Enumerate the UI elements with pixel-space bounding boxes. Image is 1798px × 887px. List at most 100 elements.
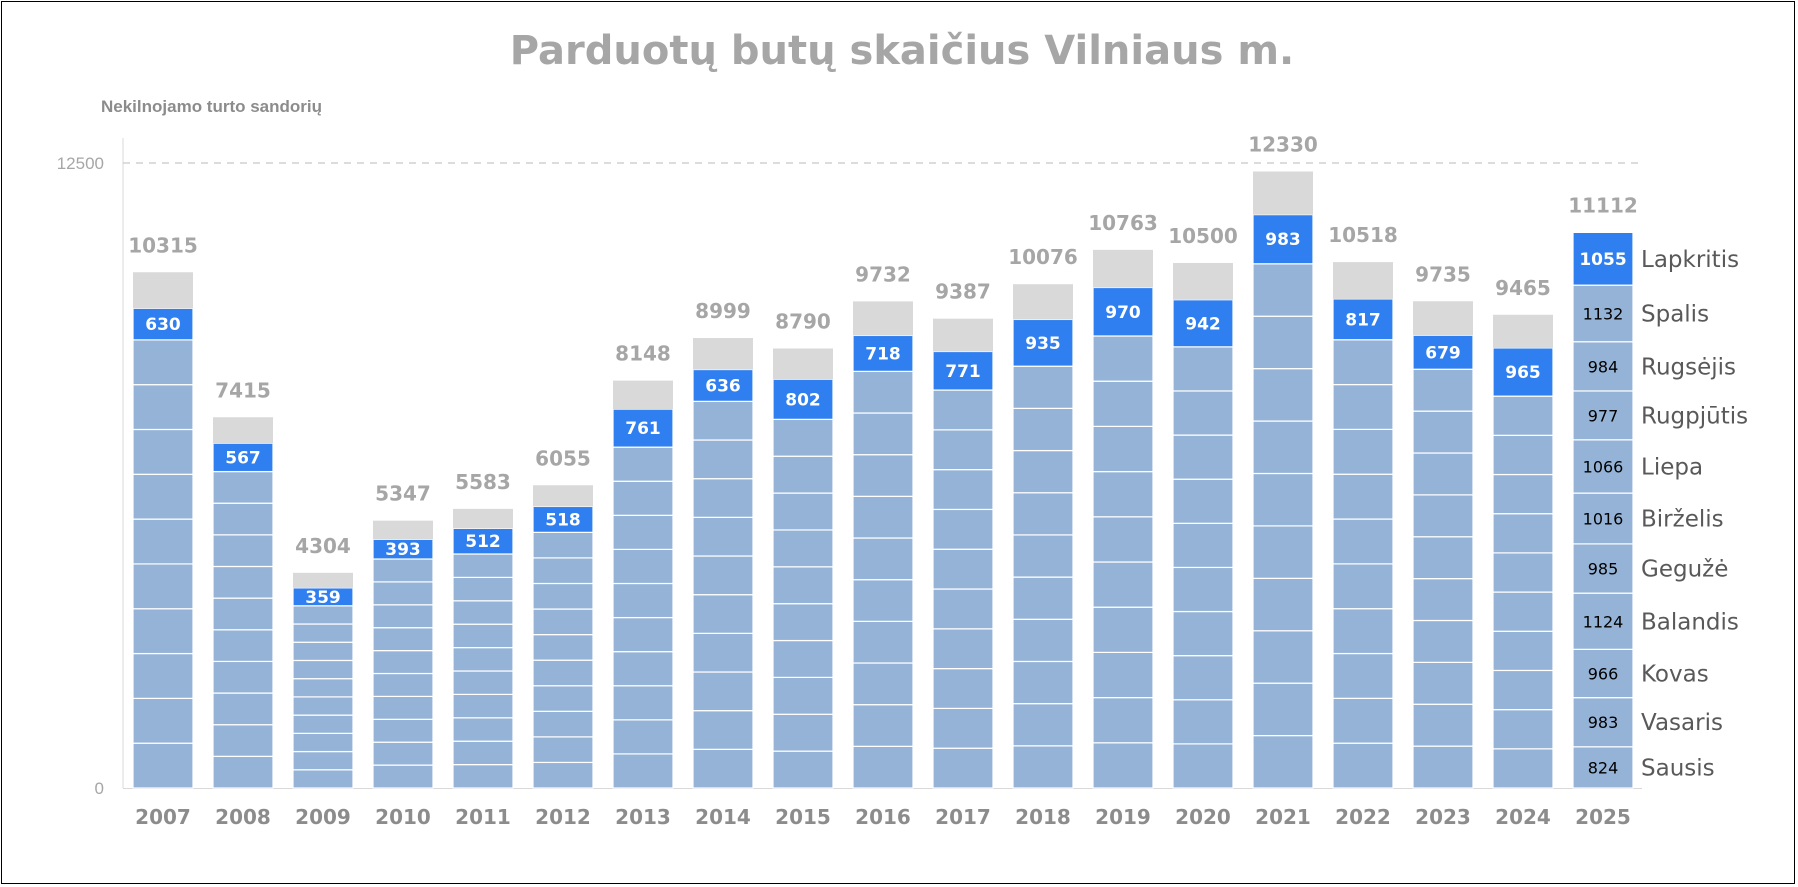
bar-segment <box>772 418 834 457</box>
month-name-label: Balandis <box>1641 609 1739 635</box>
bar-segment <box>1172 522 1234 569</box>
bar-segment <box>612 582 674 619</box>
bar-segment <box>532 685 594 712</box>
bar-segment <box>372 718 434 743</box>
bar-segment <box>452 600 514 625</box>
bar-segment <box>372 558 434 583</box>
highlight-value-label: 718 <box>865 344 901 364</box>
bar-segment <box>212 470 274 504</box>
bar-segment <box>1412 619 1474 663</box>
bar-segment <box>532 608 594 636</box>
bar-segment <box>612 548 674 585</box>
month-name-label: Vasaris <box>1641 710 1723 736</box>
bar-segment <box>1412 661 1474 705</box>
bar-segment <box>292 732 354 753</box>
bar-segment <box>772 566 834 605</box>
month-name-label: Sausis <box>1641 755 1715 781</box>
bar-total-label: 8148 <box>615 342 671 366</box>
bar-segment <box>1252 420 1314 475</box>
bar-segment <box>212 660 274 694</box>
bar-segment <box>132 697 194 744</box>
bar-segment <box>932 628 994 670</box>
highlight-value-label: 965 <box>1505 363 1541 383</box>
bar-segment <box>212 565 274 599</box>
bar-segment-highlight <box>452 527 514 555</box>
bar-segment <box>1332 428 1394 475</box>
x-tick-label: 2013 <box>615 805 671 829</box>
bars-layer <box>132 171 1634 789</box>
bar-segment <box>1012 703 1074 747</box>
bar-segment-remainder <box>773 348 833 380</box>
bar-segment <box>1092 471 1154 518</box>
bar-segment <box>772 639 834 679</box>
bar-segment <box>1572 592 1634 650</box>
bar-segment <box>692 555 754 596</box>
bar-segment <box>1172 699 1234 745</box>
bar-segment <box>612 616 674 653</box>
bar-segment <box>1012 576 1074 620</box>
bar-segment <box>292 750 354 771</box>
bar-segment <box>132 652 194 699</box>
bar-segment <box>452 670 514 695</box>
bar-segment <box>452 646 514 672</box>
bar-segment <box>1252 734 1314 789</box>
bar-segment <box>1412 494 1474 538</box>
bar-total-label: 9735 <box>1415 262 1471 286</box>
bar-segment <box>1412 452 1474 496</box>
bar-segment <box>692 748 754 789</box>
month-name-label: Lapkritis <box>1641 247 1739 273</box>
bar-segment <box>852 412 914 456</box>
bar-segment <box>452 693 514 719</box>
bar-segment <box>372 695 434 720</box>
segment-value-label: 1124 <box>1583 612 1624 631</box>
bar-segment <box>1492 591 1554 632</box>
x-tick-label: 2025 <box>1575 805 1631 829</box>
bar-segment <box>932 469 994 511</box>
bar-segment <box>1172 743 1234 789</box>
bar-segment <box>212 692 274 726</box>
bar-segment <box>772 492 834 531</box>
bar-segment <box>1172 390 1234 436</box>
highlight-value-label: 942 <box>1185 314 1221 334</box>
bar-segment-remainder <box>373 520 433 540</box>
month-name-label: Rugsėjis <box>1641 354 1736 380</box>
bar-segment <box>132 608 194 655</box>
bar-segment <box>612 446 674 482</box>
bar-segment <box>692 516 754 557</box>
segment-value-label: 824 <box>1588 758 1619 777</box>
bar-total-label: 5583 <box>455 470 511 494</box>
bar-segment <box>612 514 674 551</box>
x-tick-label: 2007 <box>135 805 191 829</box>
bar-segment <box>452 623 514 649</box>
bar-segment <box>1092 651 1154 699</box>
bar-total-label: 5347 <box>375 482 431 506</box>
x-tick-label: 2017 <box>935 805 991 829</box>
bar-segment <box>932 668 994 710</box>
bar-total-label: 9387 <box>935 280 991 304</box>
bar-segment <box>452 576 514 602</box>
bar-segment <box>1332 697 1394 744</box>
bar-segment <box>1092 425 1154 473</box>
bar-segment <box>1172 478 1234 524</box>
bar-segment <box>1332 652 1394 699</box>
bar-segment <box>1252 263 1314 317</box>
segment-value-label: 985 <box>1588 560 1619 579</box>
x-tick-label: 2011 <box>455 805 511 829</box>
labels-layer: 630 10315 2007 567 7415 2008 359 4304 2009 393 534… <box>128 133 1748 830</box>
bar-segment <box>852 579 914 622</box>
bar-segment <box>692 439 754 480</box>
bar-segment <box>772 603 834 642</box>
bar-segment <box>292 641 354 662</box>
bar-segment <box>612 753 674 789</box>
highlight-value-label: 630 <box>145 315 181 335</box>
bar-total-label: 10315 <box>128 233 198 257</box>
bar-segment <box>292 623 354 643</box>
bar-segment-remainder <box>1013 284 1073 320</box>
bar-segment <box>1012 534 1074 578</box>
bar-segment <box>132 428 194 475</box>
bar-segment <box>612 719 674 755</box>
highlight-value-label: 359 <box>305 588 341 608</box>
bar-segment <box>292 659 354 680</box>
x-tick-label: 2024 <box>1495 805 1551 829</box>
